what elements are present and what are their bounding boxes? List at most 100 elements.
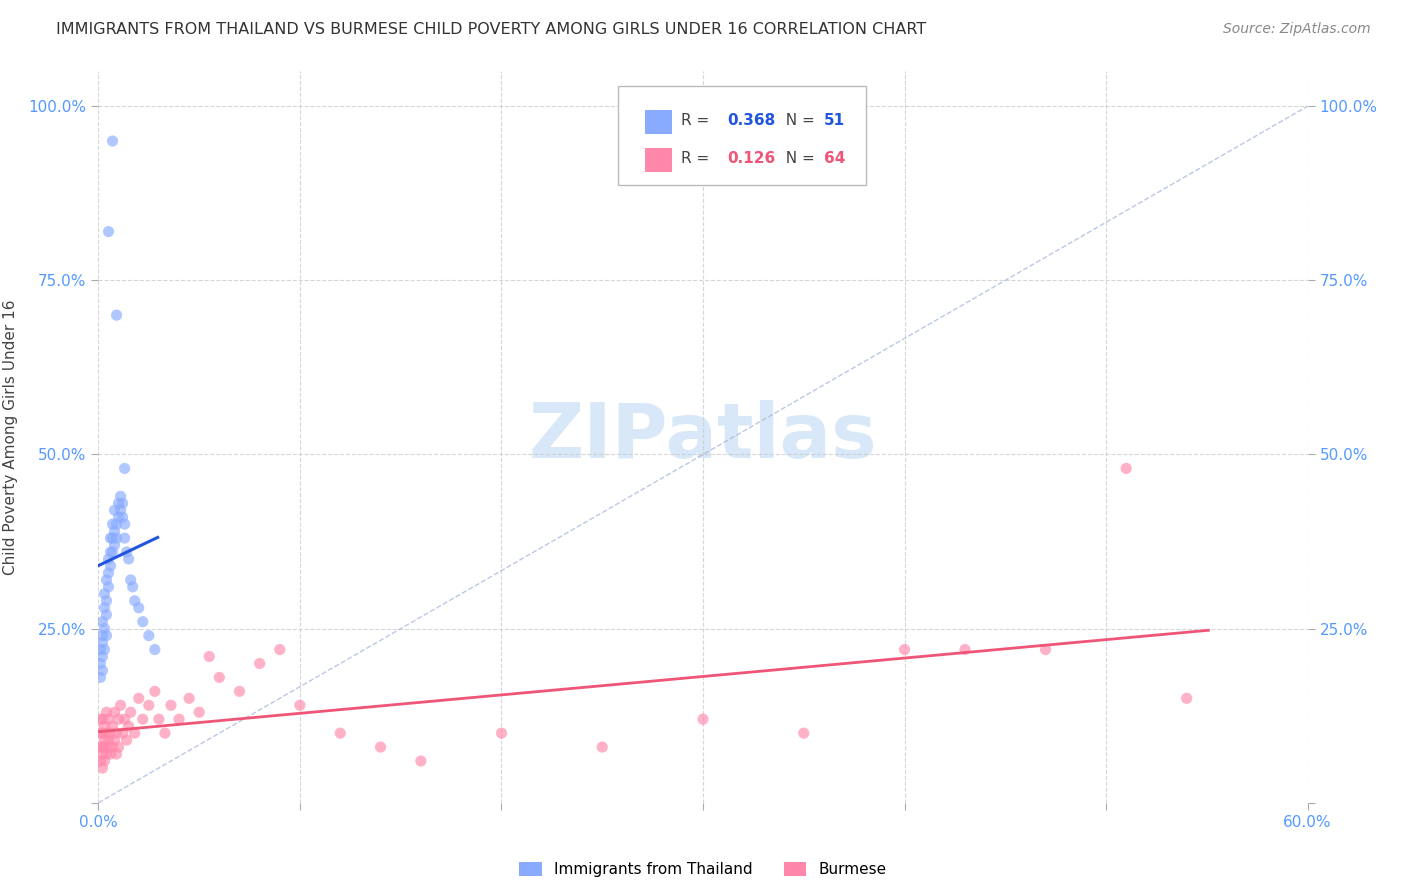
Point	[93, 733, 115, 747]
Point	[128, 691, 150, 706]
Point	[97, 566, 120, 580]
Point	[91, 761, 114, 775]
Point	[96, 726, 118, 740]
Point	[105, 531, 128, 545]
Point	[100, 726, 122, 740]
Point	[118, 552, 141, 566]
Text: R =: R =	[682, 151, 714, 166]
Point	[101, 740, 124, 755]
Point	[91, 664, 114, 678]
Y-axis label: Child Poverty Among Girls Under 16: Child Poverty Among Girls Under 16	[3, 300, 17, 574]
Point	[89, 726, 111, 740]
Point	[491, 726, 513, 740]
Point	[269, 642, 291, 657]
Point	[91, 726, 114, 740]
Point	[93, 740, 115, 755]
Point	[96, 594, 118, 608]
Point	[114, 517, 136, 532]
Point	[93, 719, 115, 733]
Point	[101, 134, 124, 148]
Point	[198, 649, 221, 664]
Point	[89, 740, 111, 755]
Point	[179, 691, 201, 706]
Point	[132, 712, 155, 726]
Point	[111, 726, 134, 740]
Text: 0.126: 0.126	[727, 151, 776, 166]
Point	[143, 684, 166, 698]
Point	[101, 545, 124, 559]
Point	[143, 642, 166, 657]
Point	[138, 629, 160, 643]
Point	[89, 712, 111, 726]
FancyBboxPatch shape	[645, 110, 672, 134]
Point	[110, 503, 132, 517]
Point	[132, 615, 155, 629]
Point	[1115, 461, 1137, 475]
Point	[100, 747, 122, 761]
Point	[89, 657, 111, 671]
Point	[188, 705, 211, 719]
Point	[96, 705, 118, 719]
Point	[103, 733, 125, 747]
Point	[97, 733, 120, 747]
Point	[91, 747, 114, 761]
Point	[138, 698, 160, 713]
Point	[329, 726, 352, 740]
Text: IMMIGRANTS FROM THAILAND VS BURMESE CHILD POVERTY AMONG GIRLS UNDER 16 CORRELATI: IMMIGRANTS FROM THAILAND VS BURMESE CHIL…	[56, 22, 927, 37]
Text: ZIPatlas: ZIPatlas	[529, 401, 877, 474]
Point	[793, 726, 815, 740]
Point	[93, 754, 115, 768]
Point	[105, 726, 128, 740]
Text: 51: 51	[824, 113, 845, 128]
Point	[409, 754, 432, 768]
FancyBboxPatch shape	[619, 86, 866, 185]
Point	[591, 740, 613, 755]
Point	[103, 524, 125, 538]
Point	[91, 635, 114, 649]
Point	[160, 698, 183, 713]
Point	[1035, 642, 1057, 657]
Point	[110, 698, 132, 713]
Point	[110, 489, 132, 503]
Point	[93, 600, 115, 615]
Point	[111, 510, 134, 524]
Point	[97, 225, 120, 239]
Point	[96, 747, 118, 761]
Point	[953, 642, 976, 657]
Point	[100, 545, 122, 559]
Point	[370, 740, 392, 755]
Text: 64: 64	[824, 151, 845, 166]
Point	[107, 496, 129, 510]
Point	[107, 510, 129, 524]
Point	[101, 517, 124, 532]
Point	[115, 733, 138, 747]
Point	[111, 496, 134, 510]
Point	[118, 719, 141, 733]
Point	[1175, 691, 1198, 706]
Point	[107, 740, 129, 755]
Point	[228, 684, 250, 698]
Point	[148, 712, 170, 726]
Point	[249, 657, 271, 671]
Point	[91, 740, 114, 755]
Point	[115, 545, 138, 559]
Point	[89, 754, 111, 768]
Point	[121, 580, 143, 594]
Text: Source: ZipAtlas.com: Source: ZipAtlas.com	[1223, 22, 1371, 37]
Point	[101, 531, 124, 545]
Point	[103, 503, 125, 517]
Point	[97, 580, 120, 594]
Point	[93, 622, 115, 636]
Point	[120, 573, 142, 587]
Point	[128, 600, 150, 615]
Point	[96, 629, 118, 643]
Point	[100, 558, 122, 573]
Point	[93, 642, 115, 657]
Text: 0.368: 0.368	[727, 113, 776, 128]
Point	[105, 747, 128, 761]
Text: R =: R =	[682, 113, 714, 128]
Point	[105, 517, 128, 532]
Point	[153, 726, 176, 740]
Point	[692, 712, 714, 726]
Point	[103, 705, 125, 719]
